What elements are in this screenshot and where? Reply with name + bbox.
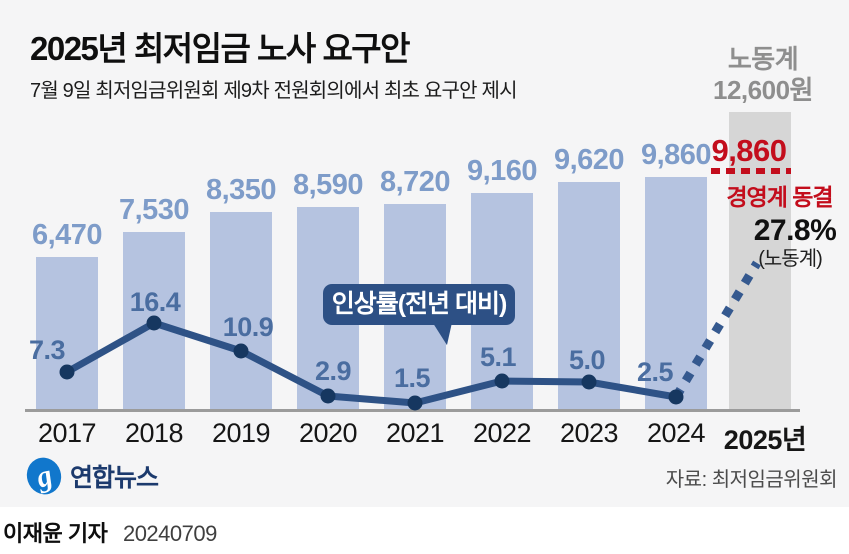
wage-value-2019: 8,350	[205, 174, 277, 207]
publish-date: 20240709	[122, 521, 217, 546]
rate-value-2022: 5.1	[479, 342, 517, 372]
x-tick-2023: 2023	[559, 418, 619, 448]
x-tick-2020: 2020	[298, 418, 358, 448]
labor-amount: 12,600원	[713, 74, 813, 105]
labor-proposal-label: 노동계 12,600원	[693, 44, 833, 105]
wage-bar-2018	[123, 231, 185, 409]
rate-value-2018: 16.4	[129, 287, 181, 317]
yonhap-logo-text: 연합뉴스	[70, 464, 159, 492]
x-tick-2022: 2022	[472, 418, 532, 448]
rate-value-2017: 7.3	[28, 335, 66, 365]
wage-value-2017: 6,470	[31, 218, 103, 251]
x-tick-2018: 2018	[124, 418, 184, 448]
page-title: 2025년 최저임금 노사 요구안	[30, 30, 411, 67]
rate-value-2021: 1.5	[393, 363, 431, 393]
wage-bar-2017	[36, 256, 98, 409]
rate-value-2019: 10.9	[222, 312, 274, 342]
management-amount: 9,860	[711, 133, 787, 168]
data-source: 자료: 최저임금위원회	[665, 469, 838, 491]
x-axis-line	[25, 409, 800, 412]
yonhap-logo-icon: g	[26, 457, 62, 495]
x-tick-2024: 2024	[646, 418, 706, 448]
x-tick-2021: 2021	[385, 418, 445, 448]
wage-value-2024: 9,860	[640, 138, 712, 171]
wage-value-2018: 7,530	[118, 193, 190, 226]
chart-card: 2025년 최저임금 노사 요구안 7월 9일 최저임금위원회 제9차 전원회의…	[24, 30, 838, 496]
management-freeze-label: 경영계 동결	[726, 184, 833, 210]
wage-value-2023: 9,620	[553, 144, 625, 177]
x-tick-2025년: 2025년	[723, 425, 807, 455]
byline: 이재윤 기자 20240709	[3, 516, 217, 548]
page-subtitle: 7월 9일 최저임금위원회 제9차 전원회의에서 최초 요구안 제시	[30, 80, 517, 102]
reporter-name: 이재윤 기자	[3, 521, 108, 546]
wage-value-2021: 8,720	[379, 165, 451, 198]
rate-callout-badge: 인상률(전년 대비)	[323, 284, 515, 325]
x-tick-2017: 2017	[37, 418, 97, 448]
wage-bar-2019	[210, 212, 272, 409]
labor-rate-value: 27.8%	[753, 214, 837, 247]
wage-value-2022: 9,160	[466, 155, 538, 188]
labor-rate-note: (노동계)	[758, 248, 823, 270]
management-freeze-dashed-line	[711, 168, 791, 174]
yonhap-logo: g 연합뉴스	[24, 456, 159, 496]
x-tick-2019: 2019	[211, 418, 271, 448]
wage-value-2020: 8,590	[292, 168, 364, 201]
rate-value-2024: 2.5	[636, 357, 674, 387]
labor-group-label: 노동계	[727, 44, 799, 74]
